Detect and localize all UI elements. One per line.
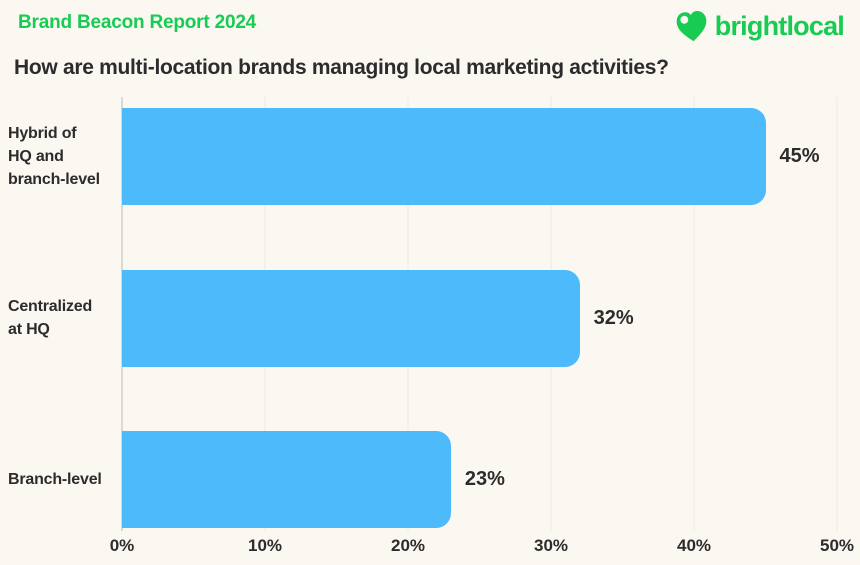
value-label: 32% [593,306,634,329]
value-label: 23% [464,468,505,490]
category-label: Branch-level [8,471,102,488]
gridline [693,97,695,531]
x-axis: 0% 10% 20% 30% 40% 50% [110,536,854,560]
value-label: 45% [779,145,820,167]
x-axis-tick: 40% [676,536,712,555]
x-axis-tick: 50% [819,536,855,555]
x-axis-tick: 10% [247,536,283,555]
gridline [836,97,838,531]
bar-branch-level [122,431,451,528]
plot-area: 45% 32% 23% [121,97,838,531]
category-label: Hybrid of HQ and branch-level [8,125,100,188]
category-axis: Hybrid of HQ and branch-level Centralized… [8,97,120,531]
chart-title: How are multi-location brands managing l… [14,56,669,79]
bar-centralized-at-hq [122,269,580,367]
x-axis-tick: 20% [390,536,426,555]
x-axis-tick: 30% [533,536,569,555]
brightlocal-logo: brightlocal [674,8,845,44]
heart-pin-icon [674,8,710,44]
bar-hybrid-of-hq-and-branch-level [122,108,766,205]
category-label: Centralized at HQ [8,298,93,338]
x-axis-tick: 0% [109,536,135,555]
logo-wordmark: brightlocal [714,10,845,41]
report-label: Brand Beacon Report 2024 [18,12,257,33]
